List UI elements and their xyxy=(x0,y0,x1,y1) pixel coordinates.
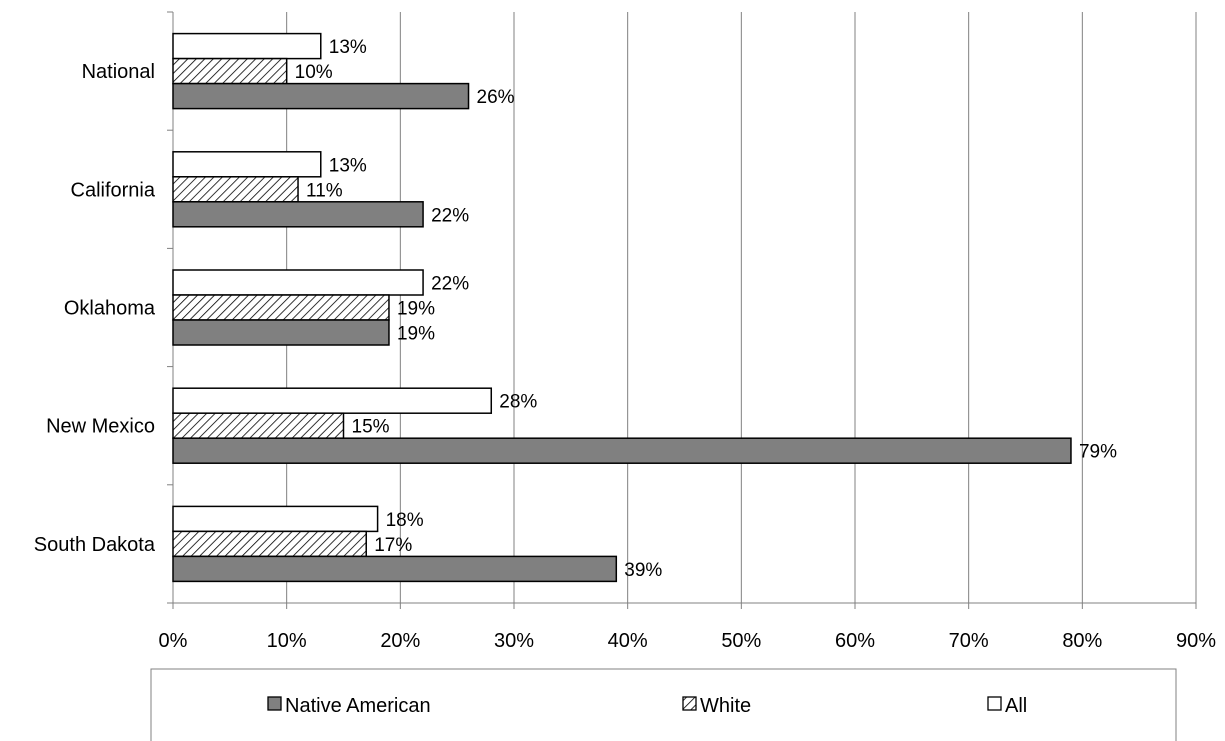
bar-all xyxy=(172,151,322,178)
data-label: 11% xyxy=(306,180,343,201)
category-label: New Mexico xyxy=(46,416,155,438)
data-label: 26% xyxy=(477,87,515,108)
bar-white xyxy=(172,294,390,321)
legend-label: White xyxy=(700,695,751,717)
legend-swatch xyxy=(987,696,1002,711)
x-tick-label: 40% xyxy=(608,630,648,652)
bar-native-american xyxy=(172,437,1072,464)
bar-white xyxy=(172,57,288,85)
gridlines xyxy=(286,12,1197,603)
category-label: National xyxy=(82,61,155,83)
bar-white xyxy=(172,412,345,439)
bar-native-american xyxy=(172,201,424,228)
legend-label: All xyxy=(1005,695,1027,717)
legend-label: Native American xyxy=(285,695,431,717)
data-labels: 13% 10% 26% 13% 11% 22% 22% 19% 19% 28% 15% 79% 18% 1… xyxy=(295,37,1117,581)
bar-all xyxy=(172,387,493,414)
bar-all xyxy=(172,505,379,533)
data-label: 10% xyxy=(295,62,333,83)
x-tick-label: 50% xyxy=(721,630,761,652)
axes: 0% 10% 20% 30% 40% 50% 60% 70% 80% 90% National Cal… xyxy=(34,11,1216,652)
bar-white xyxy=(172,530,367,558)
data-label: 18% xyxy=(386,510,424,531)
category-label: California xyxy=(71,179,156,201)
bar-native-american xyxy=(172,555,618,583)
x-tick-label: 80% xyxy=(1062,630,1102,652)
legend: Native American White All xyxy=(150,668,1177,741)
x-tick-label: 20% xyxy=(380,630,420,652)
data-label: 13% xyxy=(329,37,367,58)
x-tick-label: 30% xyxy=(494,630,534,652)
bars xyxy=(172,32,1072,583)
x-tick-label: 10% xyxy=(267,630,307,652)
legend-box xyxy=(150,668,1177,741)
data-label: 22% xyxy=(431,205,469,226)
data-label: 19% xyxy=(397,324,435,345)
bar-all xyxy=(172,269,424,296)
x-tick-label: 90% xyxy=(1176,630,1216,652)
legend-swatch xyxy=(682,696,697,711)
x-tick-label: 0% xyxy=(159,630,188,652)
bar-native-american xyxy=(172,82,470,110)
data-label: 28% xyxy=(499,392,537,413)
data-label: 13% xyxy=(329,155,367,176)
x-tick-label: 60% xyxy=(835,630,875,652)
data-label: 19% xyxy=(397,299,435,320)
data-label: 15% xyxy=(352,417,390,438)
data-label: 79% xyxy=(1079,442,1117,463)
legend-swatch xyxy=(267,696,282,711)
x-tick-label: 70% xyxy=(949,630,989,652)
bar-all xyxy=(172,32,322,60)
data-label: 17% xyxy=(374,535,412,556)
category-label: Oklahoma xyxy=(64,298,156,320)
data-label: 39% xyxy=(624,560,662,581)
bar-white xyxy=(172,176,299,203)
data-label: 22% xyxy=(431,274,469,295)
category-label: South Dakota xyxy=(34,534,156,556)
bar-native-american xyxy=(172,319,390,346)
